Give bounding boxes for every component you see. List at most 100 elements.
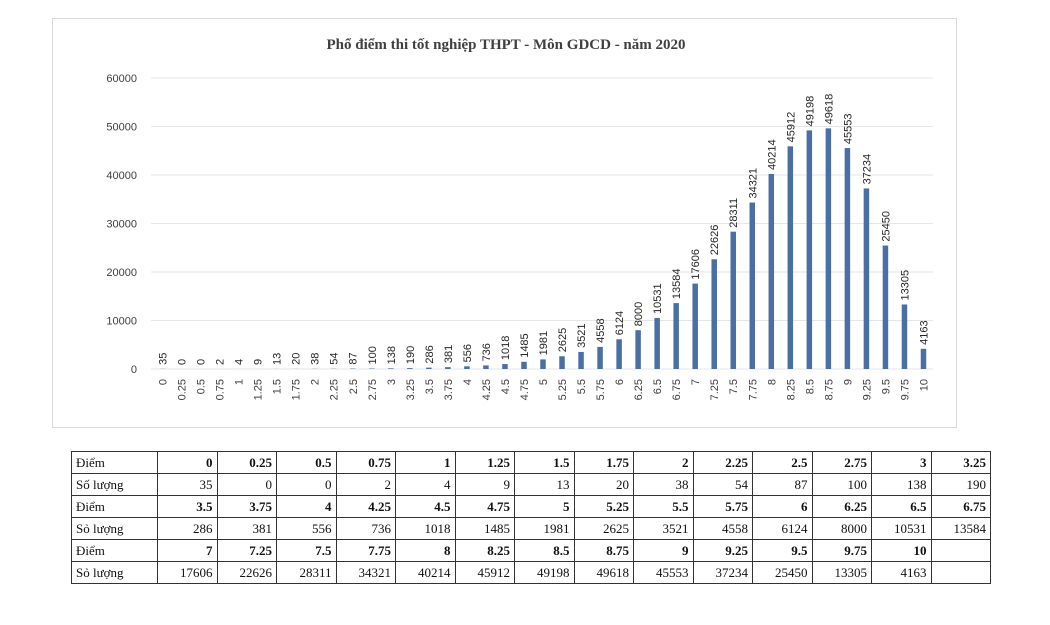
score-cell: 5.5 [633,495,694,518]
x-tick-label: 8.25 [785,379,797,400]
bar [806,130,813,369]
count-cell: 4163 [871,561,932,584]
data-label: 4558 [595,318,607,342]
y-tick-label: 40000 [106,170,137,182]
count-cell: 2 [335,473,396,496]
count-cell: 3521 [633,517,694,540]
data-label: 49618 [823,94,835,125]
count-cell: 49198 [514,561,575,584]
data-label: 2625 [557,328,569,352]
score-cell: 0.25 [216,451,277,474]
y-tick-label: 20000 [106,267,137,279]
x-tick-label: 8.5 [804,379,816,394]
score-cell: 5 [514,495,575,518]
y-tick-label: 60000 [106,73,137,85]
data-label: 17606 [690,249,702,280]
bar [901,304,908,369]
score-cell: 1 [395,451,456,474]
score-cell: 7.75 [335,539,396,562]
data-label: 2 [215,359,227,365]
x-tick-label: 2.75 [367,379,379,400]
count-cell: 13305 [811,561,872,584]
bar [426,367,432,369]
data-label: 38 [310,353,322,365]
count-cell: 45553 [633,561,694,584]
data-label: 8000 [633,302,645,326]
data-label: 286 [424,345,436,363]
count-cell: 28311 [276,561,337,584]
score-cell: 0.75 [335,451,396,474]
x-tick-label: 9.5 [880,379,892,394]
data-label: 1018 [500,336,512,360]
count-cell: 1485 [454,517,515,540]
data-label: 3521 [576,323,588,347]
bar [502,364,508,369]
x-tick-label: 2 [310,379,322,385]
data-label: 45553 [842,113,854,144]
bar [844,148,851,369]
score-cell: 3 [871,451,932,474]
bar [768,173,775,369]
data-label: 556 [462,344,474,362]
score-cell: 0.5 [276,451,337,474]
x-tick-label: 3.25 [405,379,417,400]
x-tick-label: 2.5 [348,379,360,394]
score-cell: 0 [157,451,218,474]
bar [749,202,756,369]
count-row-header: Sỏ lượng [71,517,158,540]
data-label: 28311 [728,198,740,228]
count-cell: 17606 [157,561,218,584]
data-label: 190 [405,346,417,364]
count-cell: 0 [276,473,337,496]
x-tick-label: 3 [386,379,398,385]
x-tick-label: 7.5 [728,379,740,394]
x-tick-label: 9 [842,379,854,385]
chart-title: Phổ điểm thi tốt nghiệp THPT - Môn GDCD … [326,37,685,53]
x-tick-label: 4.75 [519,379,531,400]
data-label: 40214 [766,139,778,170]
count-cell: 20 [573,473,634,496]
score-cell: 2.25 [692,451,753,474]
count-cell: 4 [395,473,456,496]
data-label: 45912 [785,112,797,143]
score-cell: 1.25 [454,451,515,474]
chart-panel: Phổ điểm thi tốt nghiệp THPT - Môn GDCD … [52,18,957,428]
x-tick-label: 9.25 [861,379,873,400]
score-cell: 5.25 [573,495,634,518]
data-label: 10531 [652,283,664,314]
count-cell: 38 [633,473,694,496]
count-row: Sỏ lượng 17606 22626 28311 34321 40214 45912 49… [71,561,991,584]
data-label: 34321 [747,168,759,199]
score-row: Điểm 3.5 3.75 4 4.25 4.5 4.75 5 5.25 5.5 5.75 6 6.25… [71,495,991,518]
count-cell: 1981 [514,517,575,540]
bar [787,146,794,369]
count-cell: 8000 [811,517,872,540]
bar [920,348,927,369]
data-label: 4 [234,359,246,365]
x-tick-label: 0 [158,379,170,385]
bar-chart: Phổ điểm thi tốt nghiệp THPT - Môn GDCD … [106,37,933,400]
data-label: 13584 [671,269,683,300]
data-label: 1981 [538,331,550,355]
count-cell: 13 [514,473,575,496]
score-cell: 10 [871,539,932,562]
count-cell: 37234 [692,561,753,584]
count-cell: 2625 [573,517,634,540]
data-label: 6124 [614,311,626,335]
bar [578,351,584,369]
data-label: 54 [329,352,341,364]
x-tick-label: 2.25 [329,379,341,400]
score-cell [930,539,991,562]
count-cell: 286 [157,517,218,540]
score-cell: 7.25 [216,539,277,562]
score-row-header: Điểm [71,539,158,562]
x-tick-label: 0.25 [177,379,189,400]
data-label: 49198 [804,96,816,127]
count-cell: 49618 [573,561,634,584]
data-label: 100 [367,346,379,364]
count-cell: 34321 [335,561,396,584]
count-cell: 556 [276,517,337,540]
data-label: 381 [443,345,455,363]
score-cell: 8 [395,539,456,562]
data-label: 13 [272,353,284,365]
